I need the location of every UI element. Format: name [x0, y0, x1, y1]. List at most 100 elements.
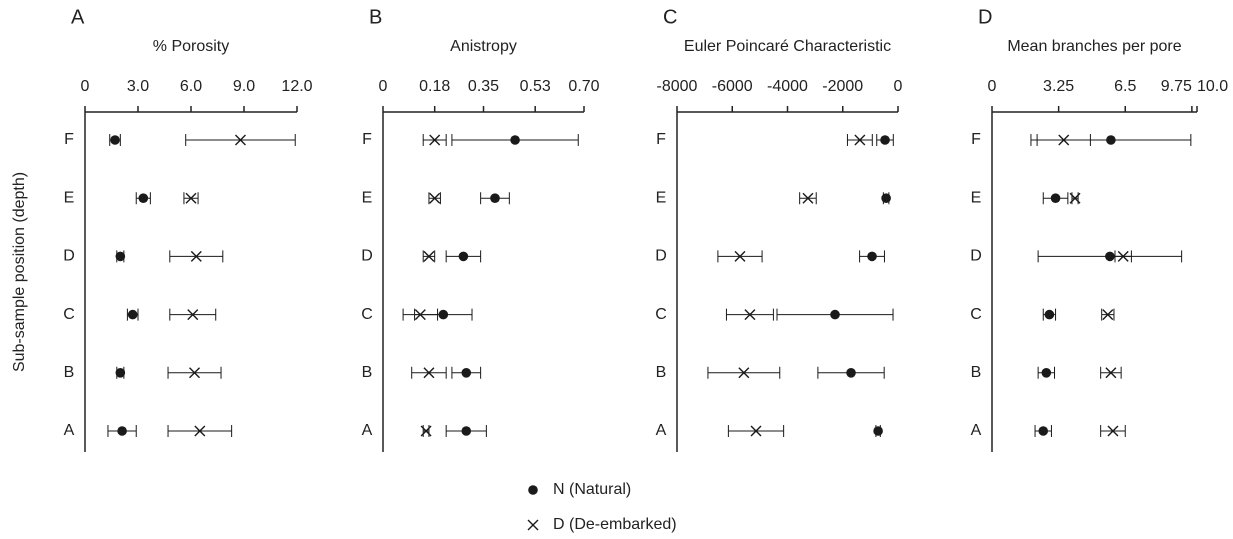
point-natural	[510, 135, 520, 145]
x-tick-label: 0	[81, 78, 90, 95]
panel-title: Euler Poincaré Characteristic	[684, 38, 891, 55]
y-tick-label: C	[655, 306, 667, 323]
point-natural	[127, 309, 138, 320]
point-deembarked	[1107, 425, 1119, 437]
point-natural	[490, 193, 500, 203]
point-deembarked	[187, 309, 199, 321]
legend-marker	[527, 519, 539, 531]
legend-marker	[528, 485, 538, 495]
y-tick-label: C	[63, 306, 75, 323]
y-tick-label: D	[655, 248, 667, 265]
point-deembarked	[194, 425, 206, 437]
panel-title: % Porosity	[153, 38, 229, 55]
point-natural	[1041, 368, 1052, 378]
y-tick-label: A	[971, 422, 982, 439]
x-tick-label: 0	[988, 78, 997, 95]
y-tick-label: D	[63, 248, 75, 265]
y-tick-label: D	[970, 248, 982, 265]
point-natural	[461, 426, 472, 436]
point-natural	[110, 135, 120, 145]
y-tick-label: E	[971, 189, 982, 206]
point-deembarked	[1069, 192, 1081, 204]
legend-label: D (De-embarked)	[553, 516, 677, 533]
legend-label: N (Natural)	[553, 481, 631, 498]
point-natural	[1106, 135, 1116, 145]
x-tick-label: 3.25	[1043, 78, 1074, 95]
x-tick-label: 0	[379, 78, 388, 95]
x-tick-label: 9.75	[1161, 78, 1192, 95]
y-tick-label: C	[970, 306, 982, 323]
panel-letter: B	[369, 6, 382, 28]
point-deembarked	[189, 367, 201, 379]
y-tick-label: E	[64, 189, 75, 206]
point-natural	[880, 135, 890, 145]
point-natural	[115, 251, 126, 262]
point-deembarked	[1058, 134, 1070, 146]
panel-letter: C	[663, 6, 677, 28]
y-tick-label: F	[362, 131, 372, 148]
x-tick-label: 0.70	[568, 78, 599, 95]
point-deembarked	[1105, 367, 1117, 379]
point-natural	[1038, 426, 1049, 436]
point-natural	[458, 251, 469, 262]
point-deembarked	[854, 134, 866, 146]
point-deembarked	[750, 425, 762, 437]
y-tick-label: E	[656, 189, 667, 206]
y-tick-label: C	[361, 306, 373, 323]
point-natural	[115, 368, 126, 378]
panel-letter: D	[978, 6, 992, 28]
x-tick-label: 0.18	[419, 78, 450, 95]
y-axis-label: Sub-sample position (depth)	[11, 172, 28, 372]
point-natural	[881, 193, 891, 203]
point-deembarked	[1117, 250, 1129, 262]
y-tick-label: A	[362, 422, 373, 439]
point-natural	[867, 251, 877, 262]
y-tick-label: B	[362, 364, 373, 381]
point-deembarked	[429, 192, 441, 204]
point-deembarked	[420, 425, 432, 437]
x-tick-label: 9.0	[233, 78, 255, 95]
point-deembarked	[234, 134, 246, 146]
x-tick-label: 6.5	[1114, 78, 1136, 95]
point-deembarked	[190, 250, 202, 262]
panel-title: Anistropy	[450, 38, 517, 55]
point-deembarked	[738, 367, 750, 379]
point-natural	[846, 368, 856, 378]
x-tick-label: 6.0	[180, 78, 202, 95]
y-tick-label: A	[64, 422, 75, 439]
point-natural	[873, 426, 883, 436]
point-deembarked	[429, 134, 441, 146]
point-deembarked	[744, 309, 756, 321]
point-deembarked	[734, 250, 746, 262]
point-natural	[461, 368, 472, 378]
y-tick-label: E	[362, 189, 373, 206]
point-deembarked	[423, 367, 435, 379]
x-tick-label: 3.0	[127, 78, 149, 95]
y-tick-label: F	[971, 131, 981, 148]
x-tick-label: -4000	[767, 78, 808, 95]
panel-letter: A	[71, 6, 85, 28]
y-tick-label: F	[64, 131, 74, 148]
y-tick-label: B	[64, 364, 75, 381]
y-tick-label: A	[656, 422, 667, 439]
panel-title: Mean branches per pore	[1007, 38, 1181, 55]
point-natural	[1050, 193, 1061, 203]
y-tick-label: F	[656, 131, 666, 148]
point-natural	[138, 193, 149, 203]
point-natural	[1105, 251, 1115, 262]
x-tick-label: -8000	[657, 78, 698, 95]
point-deembarked	[802, 192, 814, 204]
y-tick-label: B	[971, 364, 982, 381]
point-deembarked	[423, 250, 435, 262]
point-deembarked	[414, 309, 426, 321]
point-natural	[830, 309, 840, 320]
x-tick-label: 10.0	[1197, 78, 1228, 95]
point-deembarked	[185, 192, 197, 204]
point-natural	[117, 426, 127, 436]
y-tick-label: D	[361, 248, 373, 265]
y-tick-label: B	[656, 364, 667, 381]
point-natural	[438, 309, 449, 320]
x-tick-label: 0	[894, 78, 903, 95]
